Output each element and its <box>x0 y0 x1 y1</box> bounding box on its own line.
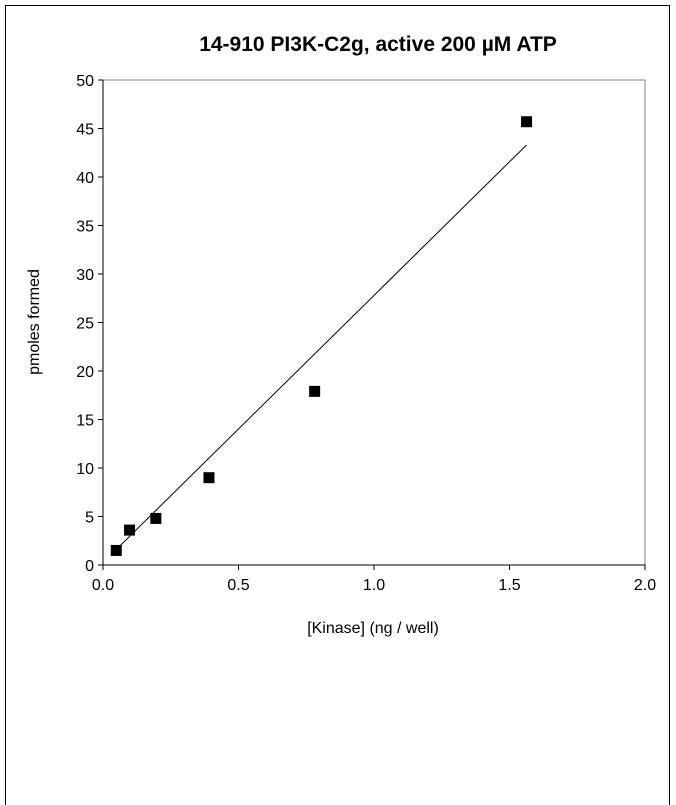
y-tick-label: 0 <box>85 558 94 575</box>
y-tick-label: 40 <box>76 170 94 187</box>
data-point <box>203 472 215 484</box>
y-tick-label: 30 <box>76 267 94 284</box>
x-tick-label: 0.5 <box>227 577 249 594</box>
y-tick-label: 25 <box>76 316 94 333</box>
data-point <box>521 116 533 128</box>
y-tick-label: 35 <box>76 219 94 236</box>
x-axis-label: [Kinase] (ng / well) <box>307 620 439 637</box>
y-tick-label: 20 <box>76 364 94 381</box>
x-tick-label: 0.0 <box>92 577 114 594</box>
x-tick-label: 1.5 <box>498 577 520 594</box>
y-axis: 0 5 10 15 20 25 30 35 40 45 50 <box>76 73 104 575</box>
data-point <box>124 524 136 536</box>
y-tick-label: 50 <box>76 73 94 90</box>
data-point <box>309 385 321 397</box>
y-tick-label: 5 <box>85 510 94 527</box>
x-tick-label: 1.0 <box>363 577 385 594</box>
data-points <box>110 116 533 556</box>
trendline-group <box>115 144 527 550</box>
y-tick-label: 45 <box>76 122 94 139</box>
trendline <box>115 144 527 550</box>
data-point <box>150 512 162 524</box>
plot-area <box>102 79 646 566</box>
chart-title: 14-910 PI3K-C2g, active 200 µM ATP <box>199 33 557 56</box>
x-tick-label: 2.0 <box>634 577 656 594</box>
x-axis: 0.0 0.5 1.0 1.5 2.0 <box>92 564 656 594</box>
chart: 14-910 PI3K-C2g, active 200 µM ATP 0 5 10 1… <box>26 33 656 637</box>
y-axis-label: pmoles formed <box>26 269 43 375</box>
y-tick-label: 15 <box>76 413 94 430</box>
data-point <box>110 544 122 556</box>
y-tick-label: 10 <box>76 461 94 478</box>
chart-frame <box>5 5 670 805</box>
